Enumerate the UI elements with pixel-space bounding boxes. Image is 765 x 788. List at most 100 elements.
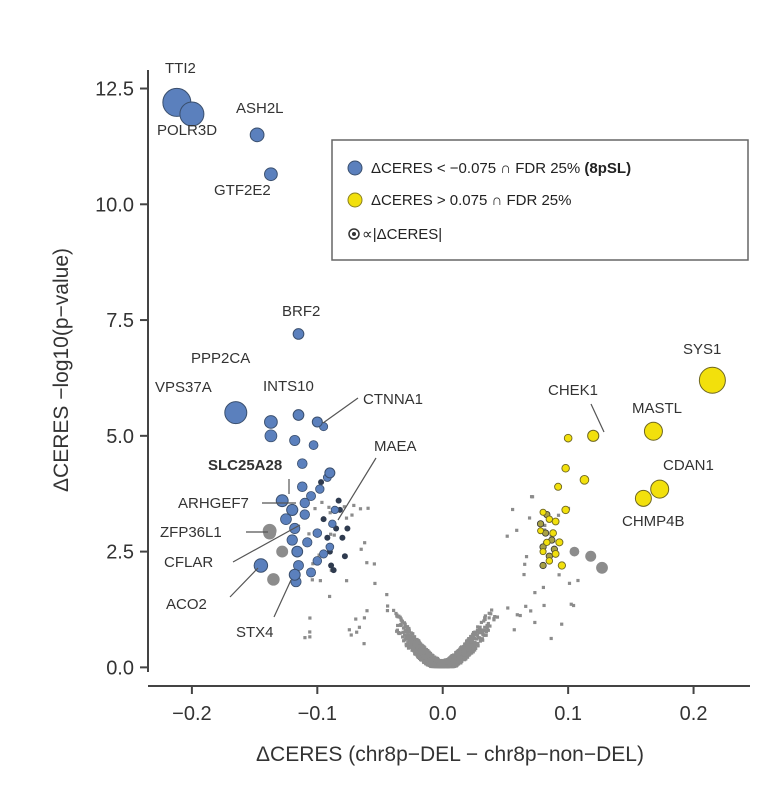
background-point [394, 611, 398, 616]
background-point [441, 661, 445, 665]
background-point [438, 664, 443, 669]
background-point [385, 592, 389, 597]
background-point [447, 662, 451, 666]
blue-point [297, 458, 308, 469]
y-ticks: 0.0 2.5 5.0 7.5 10.0 12.5 [95, 79, 148, 679]
background-point [472, 636, 476, 641]
background-point [365, 561, 369, 565]
gene-label-zfp36l1: ZFP36L1 [160, 524, 222, 541]
gray-point [276, 545, 289, 558]
background-cloud [303, 495, 580, 669]
background-point [487, 616, 491, 620]
background-point [571, 603, 576, 608]
background-point [432, 655, 437, 659]
dark-point [324, 534, 331, 541]
background-point [418, 657, 423, 661]
background-point [406, 641, 410, 645]
background-point [506, 606, 510, 610]
background-point [471, 646, 475, 650]
background-point [495, 615, 500, 619]
background-point [541, 585, 545, 590]
background-point [395, 629, 399, 633]
background-point [403, 628, 407, 632]
background-point [461, 649, 465, 653]
background-point [452, 662, 456, 666]
background-point [424, 655, 428, 659]
gene-label-arhgef7: ARHGEF7 [178, 495, 249, 512]
point-ash2l [249, 127, 265, 143]
yellow-point [561, 464, 570, 473]
leader-stx4 [273, 579, 292, 618]
y-tick-label: 12.5 [95, 79, 134, 101]
background-point [458, 660, 462, 664]
blue-point [289, 434, 301, 446]
blue-point [264, 429, 278, 443]
background-point [385, 609, 390, 613]
background-point [362, 642, 366, 646]
point-mastl [643, 421, 663, 441]
axes: 0.0 2.5 5.0 7.5 10.0 12.5 −0.2 −0.1 0.0 0.1 0.2 Δ… [50, 70, 750, 766]
gene-label-maea: MAEA [374, 438, 417, 455]
background-point [428, 657, 432, 662]
background-point [342, 505, 346, 509]
background-point [406, 626, 410, 631]
background-point [406, 643, 410, 647]
background-point [310, 578, 314, 582]
background-point [313, 506, 317, 511]
background-point [478, 625, 482, 629]
dark-point [341, 553, 348, 560]
yellow-point [537, 527, 545, 535]
background-point [405, 637, 410, 641]
background-point [487, 611, 491, 615]
leader-cflar [232, 524, 301, 563]
background-point [523, 562, 527, 566]
legend-entry-blue: ΔCERES < −0.075 ∩ FDR 25% (8pSL) [371, 160, 631, 177]
x-axis-label: ΔCERES (chr8p−DEL − chr8p−non−DEL) [256, 743, 644, 766]
gene-label-aco2: ACO2 [166, 596, 207, 613]
gray-point [596, 561, 608, 574]
background-point [454, 663, 459, 668]
background-point [482, 619, 486, 623]
background-point [511, 507, 515, 512]
background-point [329, 532, 333, 536]
x-ticks: −0.2 −0.1 0.0 0.1 0.2 [172, 686, 707, 725]
gray-point [585, 550, 597, 562]
background-point [524, 604, 528, 608]
background-point [452, 658, 456, 662]
blue-point [312, 528, 323, 538]
gene-label-chmp4b: CHMP4B [622, 513, 685, 530]
background-point [522, 572, 526, 577]
dark-point [318, 479, 325, 486]
background-point [466, 655, 470, 659]
data-points [162, 87, 726, 588]
point-brf2 [292, 328, 305, 340]
yellow-point [549, 529, 557, 537]
leader-maea [337, 457, 377, 521]
gene-label-ash2l: ASH2L [236, 100, 284, 117]
background-point [308, 630, 312, 634]
background-point [413, 652, 418, 656]
yellow-point [543, 538, 551, 546]
background-point [307, 532, 311, 536]
point-gtf2e2 [264, 167, 278, 182]
blue-point [328, 519, 337, 529]
gray-point [569, 546, 580, 557]
background-point [409, 643, 413, 647]
background-point [515, 528, 519, 532]
background-point [469, 634, 473, 639]
background-point [350, 513, 354, 517]
background-point [397, 631, 401, 636]
background-point [524, 555, 529, 559]
background-point [447, 657, 451, 662]
gene-label-brf2: BRF2 [282, 303, 320, 320]
background-point [533, 620, 537, 625]
point-polr3d [179, 101, 205, 127]
legend-size-marker-inner [352, 232, 356, 236]
background-point [414, 644, 418, 648]
y-tick-label: 5.0 [106, 426, 134, 448]
leader-chek1 [590, 403, 605, 433]
background-point [560, 622, 564, 626]
background-point [480, 637, 484, 641]
background-point [556, 513, 561, 517]
background-point [395, 614, 399, 618]
